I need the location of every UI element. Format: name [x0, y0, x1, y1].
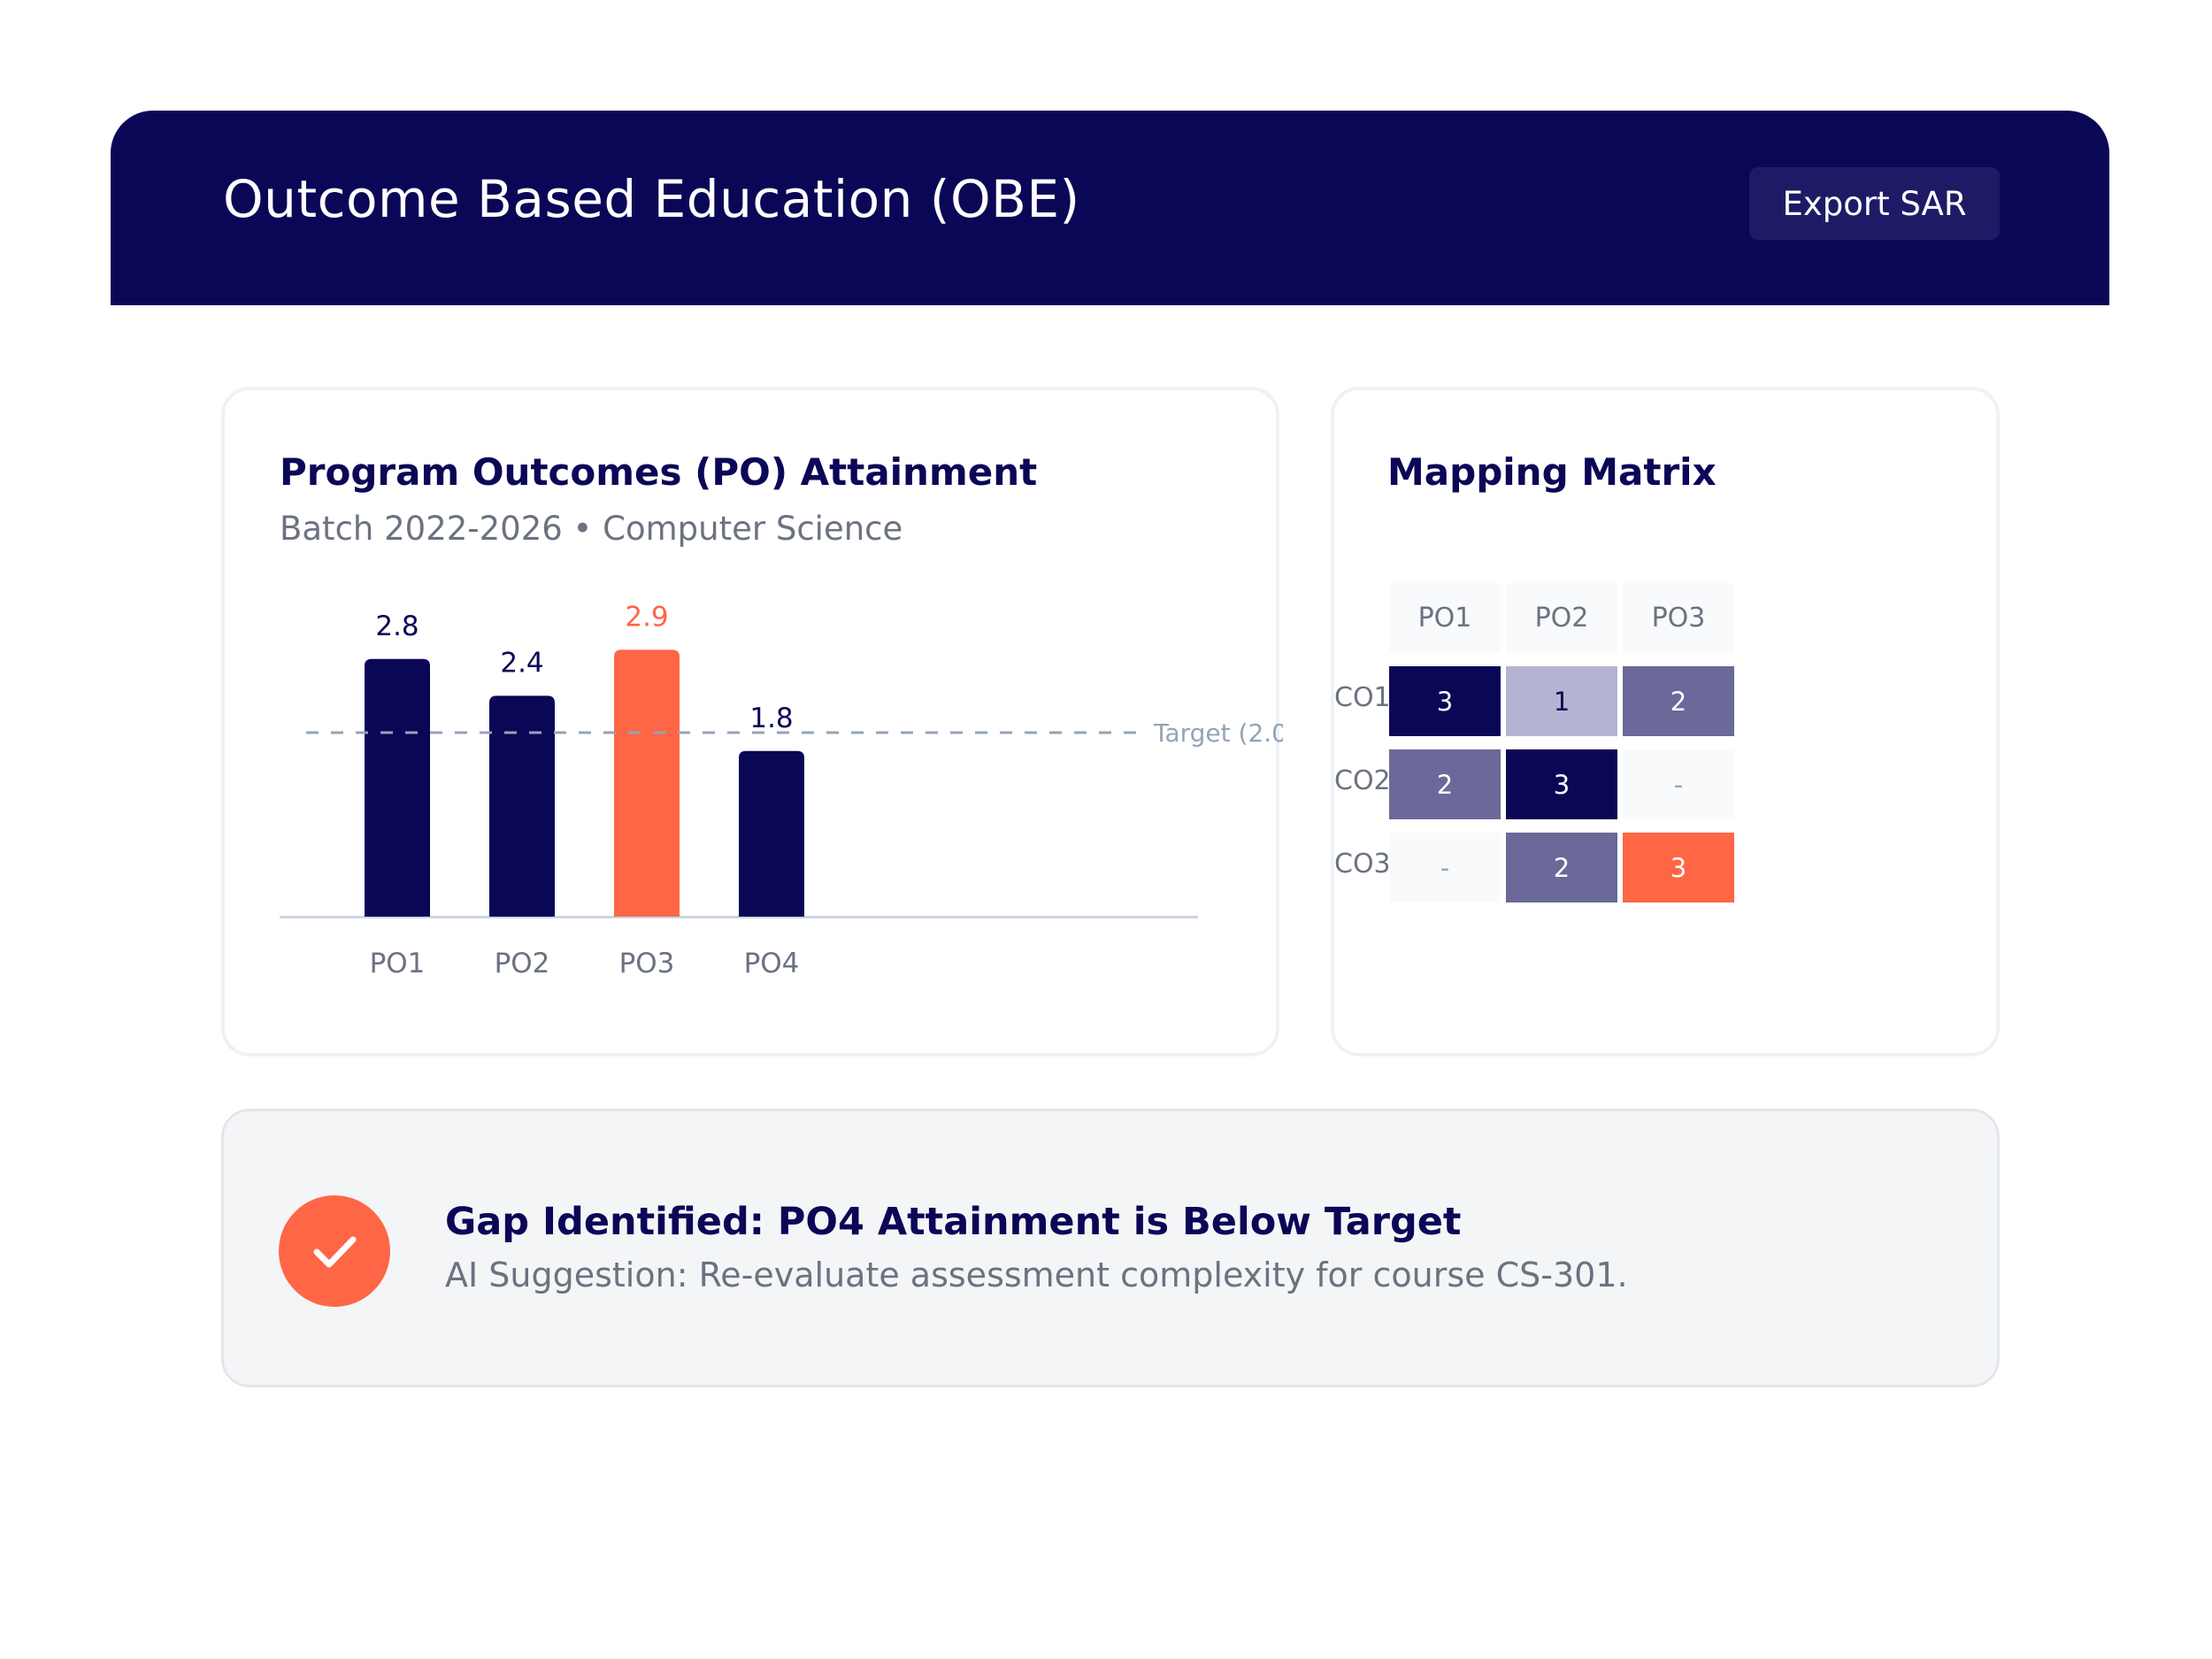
x-tick-label: PO2: [495, 948, 550, 979]
mapping-matrix-card: Mapping Matrix PO1 PO2 PO3 CO1 3 1 2 CO2 2 3- CO3-…: [1331, 387, 2000, 1056]
matrix-cell: 2: [1623, 666, 1734, 736]
matrix-column-header: PO3: [1623, 583, 1734, 653]
bar-po3[interactable]: [614, 649, 680, 917]
matrix-cell: 2: [1389, 749, 1501, 819]
app-header: Outcome Based Education (OBE) Export SAR: [111, 111, 2109, 305]
matrix-row-label: CO3: [1334, 849, 1391, 879]
check-icon: [279, 1195, 390, 1307]
target-label: Target (2.0): [1153, 718, 1283, 748]
alert-title: Gap Identified: PO4 Attainment is Below …: [445, 1200, 1462, 1244]
matrix-cell: -: [1623, 749, 1734, 819]
bar-value-label: 2.9: [625, 601, 668, 633]
matrix-row-label: CO2: [1334, 765, 1391, 796]
matrix-cell: 2: [1506, 833, 1617, 902]
matrix-row-label: CO1: [1334, 682, 1391, 713]
po-card-subtitle: Batch 2022-2026 • Computer Science: [280, 510, 903, 548]
po-card-title: Program Outcomes (PO) Attainment: [280, 450, 1038, 494]
matrix-cell: 3: [1389, 666, 1501, 736]
bar-po2[interactable]: [489, 695, 555, 917]
gap-alert: Gap Identified: PO4 Attainment is Below …: [221, 1109, 2000, 1387]
bar-po1[interactable]: [365, 658, 430, 917]
export-sar-button[interactable]: Export SAR: [1749, 167, 2000, 240]
x-tick-label: PO3: [619, 948, 675, 979]
x-tick-label: PO1: [370, 948, 426, 979]
matrix-cell: -: [1389, 833, 1501, 902]
matrix-cell: 3: [1623, 833, 1734, 902]
matrix-column-header: PO1: [1389, 583, 1501, 653]
bar-value-label: 2.4: [500, 647, 543, 679]
page-title: Outcome Based Education (OBE): [223, 169, 1080, 229]
po-attainment-card: Program Outcomes (PO) Attainment Batch 2…: [221, 387, 1283, 1056]
matrix-column-header: PO2: [1506, 583, 1617, 653]
matrix-cell: 3: [1506, 749, 1617, 819]
bar-value-label: 1.8: [749, 703, 793, 734]
x-tick-label: PO4: [744, 948, 800, 979]
matrix-card-title: Mapping Matrix: [1387, 450, 1717, 494]
bar-po4[interactable]: [739, 750, 804, 917]
matrix-cell: 1: [1506, 666, 1617, 736]
bar-value-label: 2.8: [375, 611, 419, 642]
po-attainment-chart: 2.8 PO1 2.4 PO2 2.9 PO3 1.8 PO4 Target (2.0): [280, 601, 1283, 979]
alert-body: AI Suggestion: Re-evaluate assessment co…: [445, 1256, 1628, 1294]
